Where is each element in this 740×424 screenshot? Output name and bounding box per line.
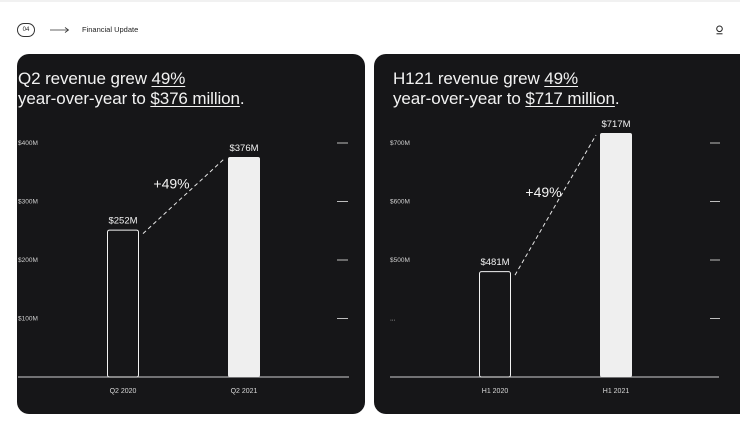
arrow-right-icon: [50, 27, 70, 33]
page-number-badge: 04: [17, 23, 35, 37]
y-tick-label: ...: [390, 316, 396, 323]
page-header: 04 Financial Update: [0, 0, 740, 54]
chart-card-q2: Q2 revenue grew 49% year-over-year to $3…: [17, 54, 365, 414]
bar-h1-2021: [600, 133, 632, 377]
headline-text: year-over-year to: [18, 89, 151, 108]
revenue-chart-h1: ... $500M $600M $700M $481M H1 2020 $717M H1 20…: [390, 119, 720, 395]
headline-highlight: $717 million: [525, 89, 615, 108]
bar-q2-2020: [107, 229, 139, 378]
headline-text: .: [239, 89, 245, 108]
x-category-label: H1 2021: [603, 388, 630, 395]
y-tick-label: $700M: [390, 140, 410, 147]
headline-text: year-over-year to: [393, 89, 526, 108]
y-tick-label: $200M: [18, 257, 38, 264]
x-category-label: Q2 2020: [110, 388, 137, 395]
y-tick-label: $300M: [18, 199, 38, 206]
section-title: Financial Update: [82, 25, 139, 34]
card-headline: H121 revenue grew 49% year-over-year to …: [393, 69, 620, 109]
location-pin-icon[interactable]: [715, 25, 724, 35]
bar-value-label: $252M: [108, 216, 137, 227]
x-category-label: Q2 2021: [231, 388, 258, 395]
bar-q2-2021: [228, 157, 260, 377]
bar-value-label: $717M: [601, 119, 630, 130]
top-divider: [0, 0, 740, 2]
headline-highlight: 49%: [151, 69, 186, 88]
growth-annotation: +49%: [153, 175, 189, 191]
chart-card-h1: H121 revenue grew 49% year-over-year to …: [374, 54, 740, 414]
bar-value-label: $481M: [480, 257, 509, 268]
headline-text: H121 revenue grew: [393, 69, 545, 88]
headline-text: Q2 revenue grew: [18, 69, 152, 88]
x-category-label: H1 2020: [482, 388, 509, 395]
bar-value-label: $376M: [229, 143, 258, 154]
headline-highlight: $376 million: [150, 89, 240, 108]
headline-highlight: 49%: [544, 69, 579, 88]
y-tick-label: $100M: [18, 316, 38, 323]
growth-connector-line: [142, 158, 225, 234]
headline-text: .: [614, 89, 620, 108]
card-headline: Q2 revenue grew 49% year-over-year to $3…: [18, 69, 245, 109]
growth-annotation: +49%: [525, 184, 561, 200]
growth-connector-line: [514, 134, 597, 276]
bar-h1-2020: [479, 271, 511, 378]
y-tick-label: $400M: [18, 140, 38, 147]
y-tick-label: $600M: [390, 199, 410, 206]
revenue-chart-q2: $100M $200M $300M $400M $252M Q2 2020 $376M Q2 …: [18, 140, 349, 395]
y-tick-label: $500M: [390, 257, 410, 264]
